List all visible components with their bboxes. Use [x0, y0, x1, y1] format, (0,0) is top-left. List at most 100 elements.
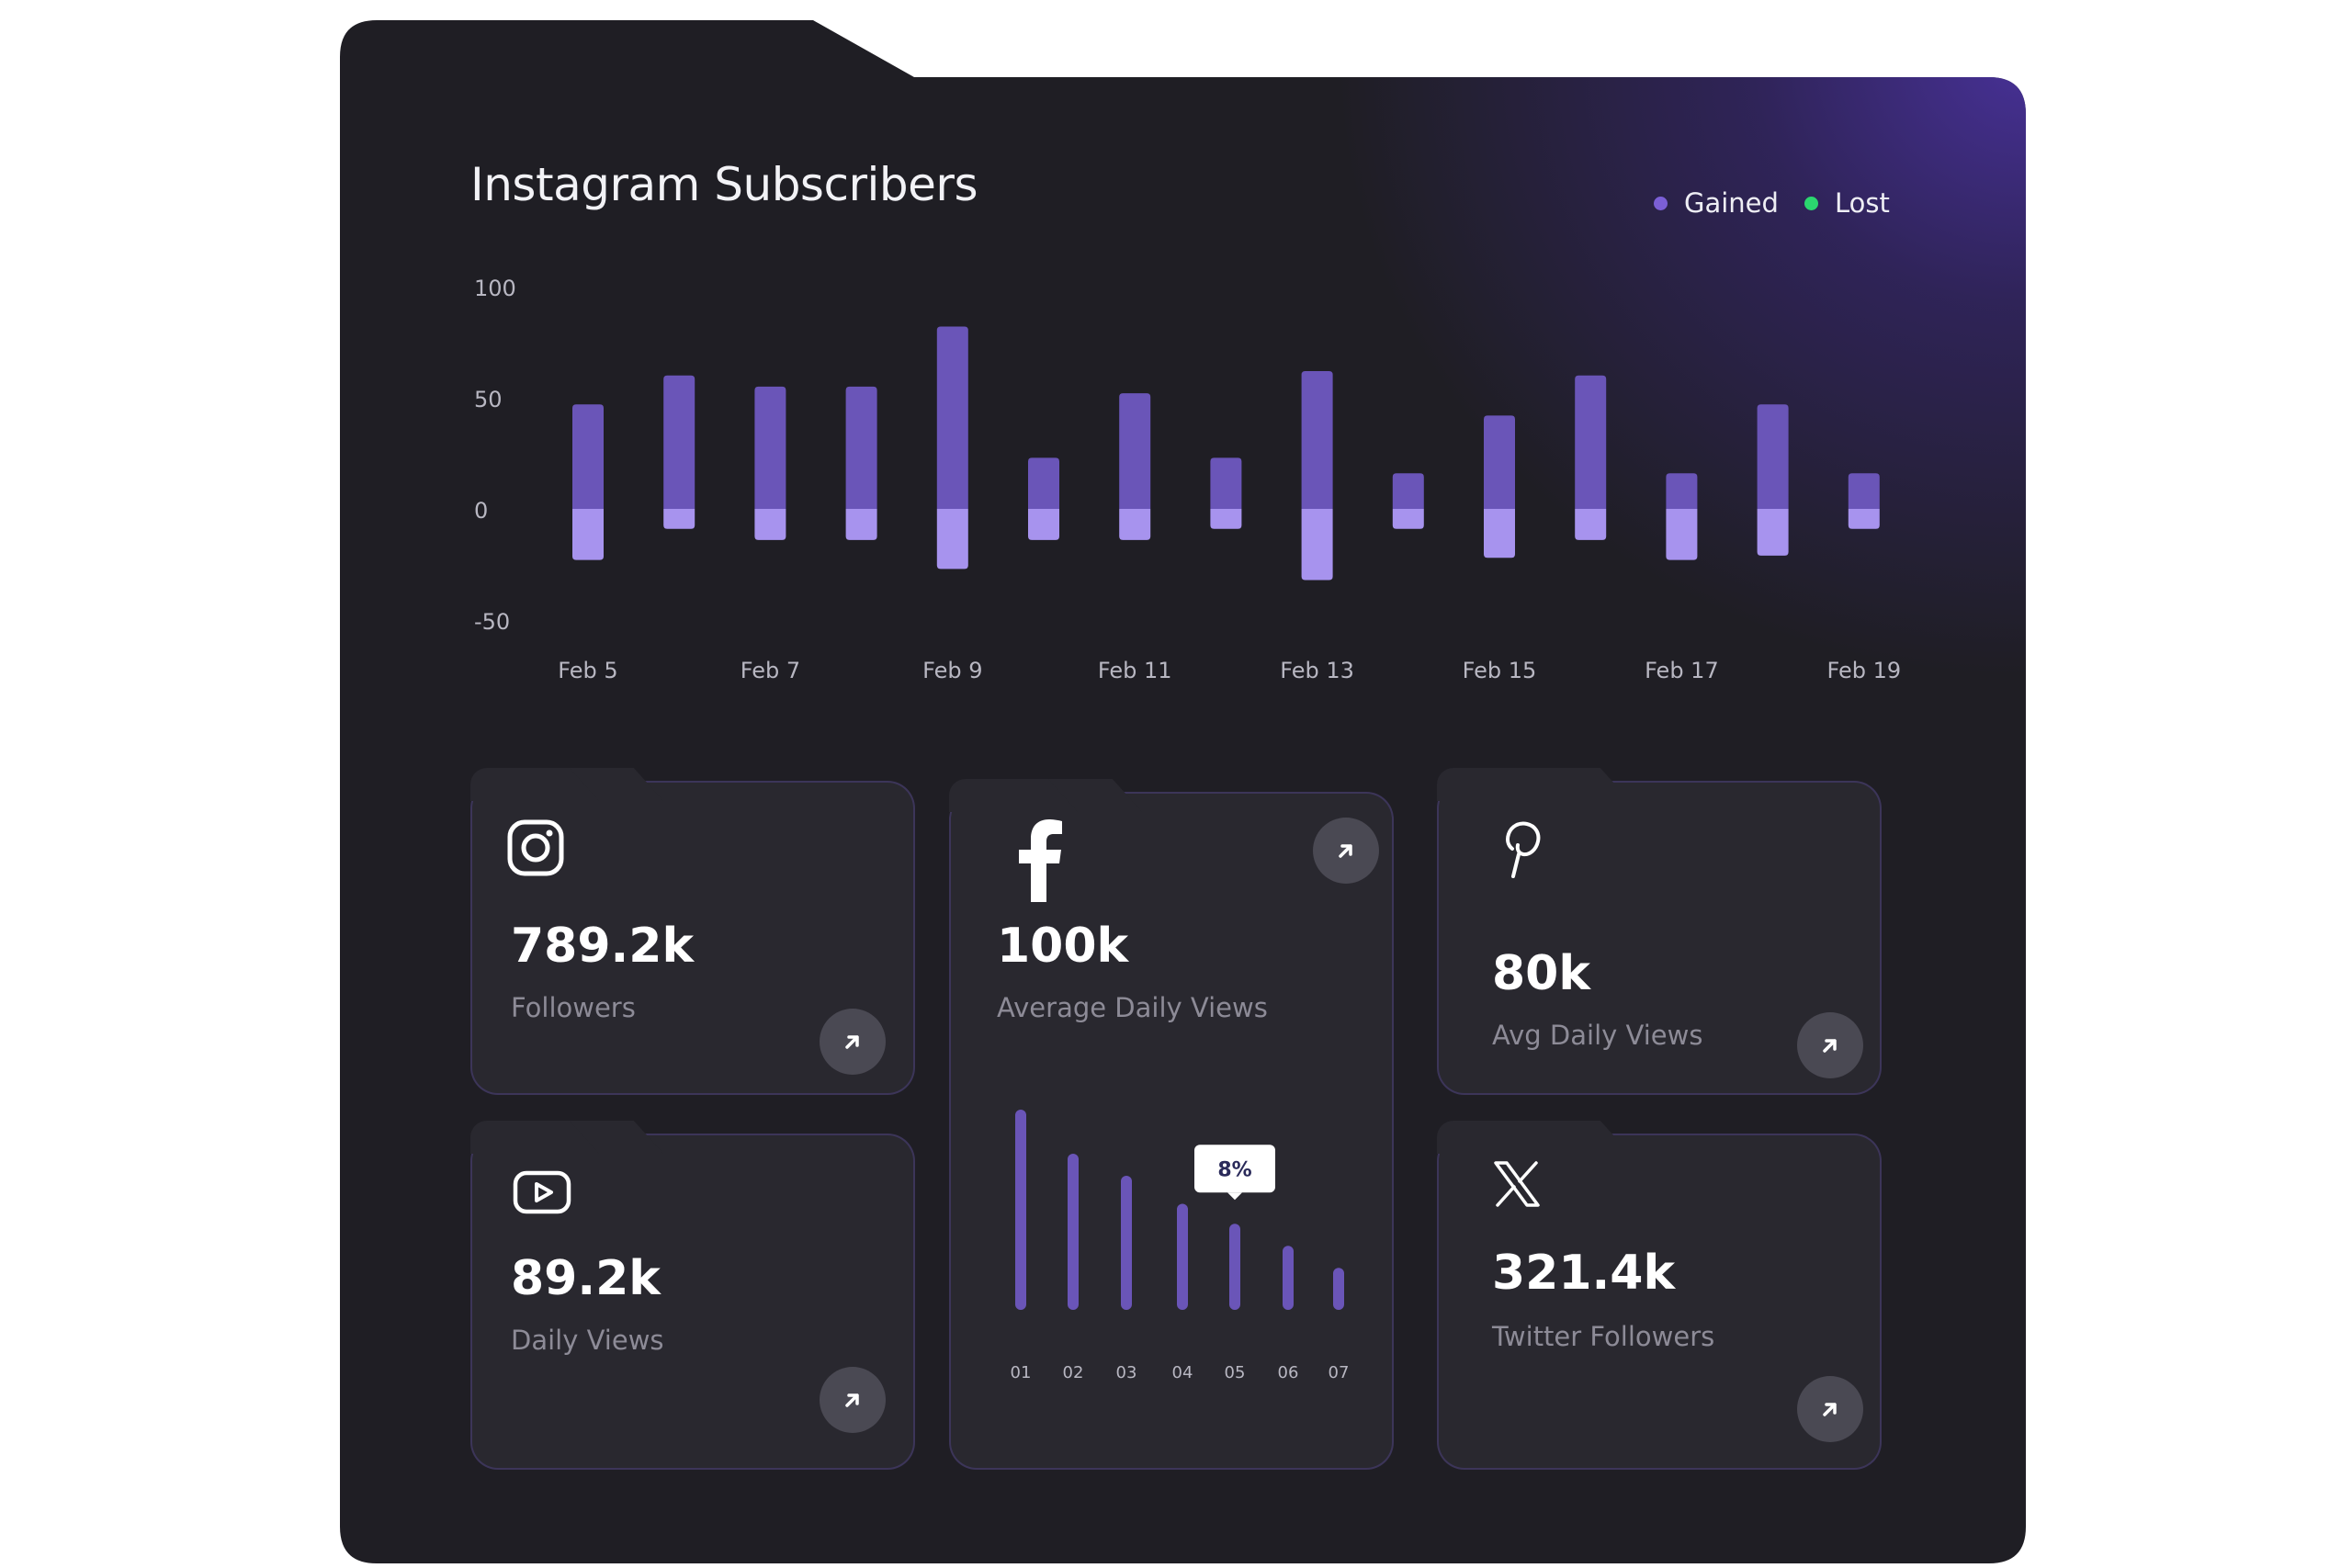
facebook-card[interactable]: 100k Average Daily Views 8% 01 02 03 04 05 06… — [949, 792, 1394, 1470]
mini-bar — [1068, 1154, 1079, 1310]
mini-bar — [1333, 1268, 1344, 1310]
bar-lost — [1666, 509, 1697, 560]
bar-lost — [1302, 509, 1333, 580]
youtube-card[interactable]: 89.2k Daily Views — [470, 1134, 915, 1470]
x-tick-label: Feb 17 — [1645, 658, 1719, 683]
mini-x-label: 01 — [1011, 1363, 1032, 1382]
facebook-label: Average Daily Views — [997, 992, 1268, 1023]
x-tick-label: Feb 13 — [1280, 658, 1354, 683]
bar-lost — [1119, 509, 1150, 540]
arrow-up-right-icon — [842, 1389, 864, 1411]
tooltip-pointer — [1227, 1192, 1242, 1200]
x-tick-label: Feb 15 — [1463, 658, 1537, 683]
bar-lost — [1575, 509, 1606, 540]
mini-bar — [1121, 1176, 1132, 1310]
bar-gained — [846, 387, 877, 509]
pinterest-open-button[interactable] — [1797, 1012, 1863, 1078]
chart-title: Instagram Subscribers — [470, 158, 978, 211]
x-tick-label: Feb 19 — [1826, 658, 1901, 683]
bar-lost — [937, 509, 968, 569]
legend-lost-label: Lost — [1835, 187, 1890, 219]
daily-views-mini-chart: 8% — [951, 1106, 1396, 1345]
bar-gained — [1302, 371, 1333, 509]
bar-gained — [1119, 393, 1150, 509]
facebook-icon — [1017, 818, 1063, 902]
youtube-open-button[interactable] — [820, 1367, 886, 1433]
bar-lost — [1210, 509, 1241, 529]
bar-gained — [1393, 473, 1424, 509]
tooltip-label: 8% — [1217, 1158, 1251, 1181]
instagram-value: 789.2k — [511, 919, 695, 974]
twitter-value: 321.4k — [1492, 1246, 1676, 1301]
bar-gained — [937, 327, 968, 509]
mini-bar — [1229, 1224, 1240, 1310]
youtube-icon — [513, 1170, 571, 1214]
instagram-card[interactable]: 789.2k Followers — [470, 781, 915, 1095]
mini-x-label: 06 — [1278, 1363, 1299, 1382]
bar-lost — [754, 509, 786, 540]
tooltip-box — [1194, 1145, 1275, 1192]
bar-lost — [1484, 509, 1515, 558]
dashboard-panel: Instagram Subscribers Gained Lost 100 50 0… — [340, 20, 2026, 1563]
y-tick-label: -50 — [474, 609, 510, 635]
pinterest-card[interactable]: 80k Avg Daily Views — [1437, 781, 1882, 1095]
youtube-value: 89.2k — [511, 1251, 661, 1306]
bar-gained — [1028, 457, 1059, 509]
legend-lost-dot — [1804, 197, 1818, 210]
bar-lost — [1028, 509, 1059, 540]
mini-bar — [1283, 1246, 1294, 1310]
bar-gained — [663, 376, 695, 509]
y-tick-label: 0 — [474, 498, 488, 524]
arrow-up-right-icon — [1819, 1398, 1841, 1420]
bar-gained — [1575, 376, 1606, 509]
bar-gained — [1666, 473, 1697, 509]
instagram-icon — [507, 819, 564, 876]
bar-gained — [1758, 404, 1789, 509]
x-tick-label: Feb 7 — [741, 658, 800, 683]
mini-x-label: 07 — [1329, 1363, 1350, 1382]
bar-lost — [1393, 509, 1424, 529]
arrow-up-right-icon — [1335, 840, 1357, 862]
bar-lost — [1849, 509, 1880, 529]
x-tick-label: Feb 5 — [558, 658, 617, 683]
twitter-label: Twitter Followers — [1492, 1321, 1715, 1352]
facebook-open-button[interactable] — [1313, 818, 1379, 884]
legend-gained-dot — [1654, 197, 1668, 210]
x-logo-icon — [1492, 1159, 1542, 1209]
x-tick-label: Feb 9 — [922, 658, 982, 683]
instagram-open-button[interactable] — [820, 1009, 886, 1075]
instagram-label: Followers — [511, 992, 636, 1023]
youtube-label: Daily Views — [511, 1325, 664, 1356]
facebook-value: 100k — [997, 919, 1129, 974]
subscribers-chart: 100 50 0 -50 Feb 5 Feb 7 Feb 9 Feb 11 Feb 13 Feb … — [340, 20, 2026, 755]
bar-gained — [1210, 457, 1241, 509]
mini-bar — [1015, 1110, 1026, 1310]
mini-x-label: 05 — [1225, 1363, 1246, 1382]
bar-lost — [663, 509, 695, 529]
pinterest-label: Avg Daily Views — [1492, 1020, 1703, 1051]
bar-gained — [1849, 473, 1880, 509]
mini-x-label: 03 — [1116, 1363, 1137, 1382]
mini-bar — [1177, 1203, 1188, 1310]
y-tick-label: 50 — [474, 387, 503, 412]
bar-gained — [754, 387, 786, 509]
arrow-up-right-icon — [842, 1031, 864, 1053]
bar-gained — [572, 404, 604, 509]
bar-lost — [846, 509, 877, 540]
twitter-open-button[interactable] — [1797, 1376, 1863, 1442]
mini-x-label: 02 — [1063, 1363, 1084, 1382]
mini-x-label: 04 — [1172, 1363, 1193, 1382]
bar-lost — [1758, 509, 1789, 556]
legend-gained-label: Gained — [1684, 187, 1779, 219]
legend-gained: Gained — [1654, 187, 1779, 219]
mini-chart-axis: 01 02 03 04 05 06 07 — [951, 1345, 1396, 1391]
twitter-card[interactable]: 321.4k Twitter Followers — [1437, 1134, 1882, 1470]
legend-lost: Lost — [1804, 187, 1890, 219]
pinterest-value: 80k — [1492, 946, 1590, 1001]
bar-gained — [1484, 415, 1515, 509]
y-tick-label: 100 — [474, 276, 516, 301]
pinterest-icon — [1496, 818, 1544, 880]
x-tick-label: Feb 11 — [1098, 658, 1172, 683]
bar-lost — [572, 509, 604, 560]
arrow-up-right-icon — [1819, 1034, 1841, 1056]
